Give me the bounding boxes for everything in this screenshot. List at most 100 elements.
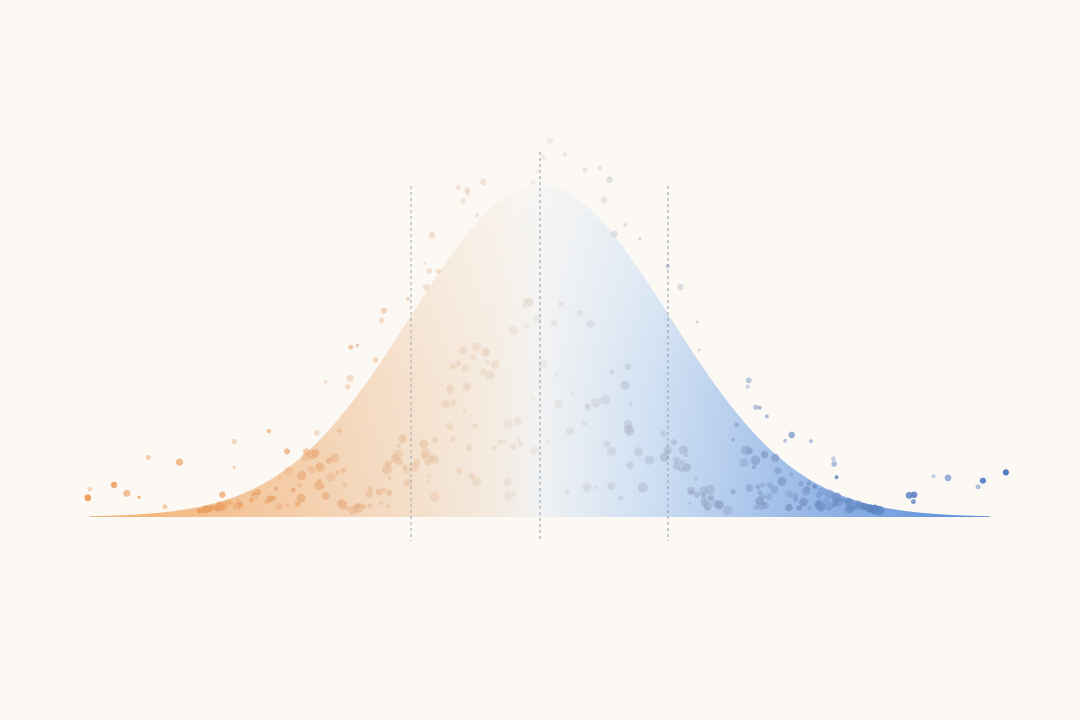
dot [462, 409, 467, 413]
dot [834, 475, 839, 480]
dot [789, 472, 794, 477]
dot [676, 283, 684, 291]
dot [756, 500, 767, 510]
dot [530, 446, 539, 455]
dot [220, 503, 228, 512]
dot [441, 399, 450, 408]
dot [734, 422, 740, 428]
dot [237, 501, 244, 508]
dot [804, 486, 811, 492]
dot [413, 458, 421, 465]
dot [301, 453, 311, 462]
dot [470, 475, 475, 481]
dot [638, 237, 642, 241]
dot [746, 447, 753, 455]
dot [344, 383, 351, 390]
dot [697, 348, 701, 352]
dot [426, 268, 432, 274]
dot [84, 494, 92, 502]
dot [708, 496, 714, 502]
dot [145, 454, 151, 461]
dot [110, 481, 118, 489]
dot [528, 126, 532, 130]
dot [484, 349, 490, 356]
dot [408, 462, 419, 473]
dot [815, 492, 822, 499]
dot [386, 504, 390, 508]
dot [693, 491, 700, 498]
dot [610, 230, 618, 238]
dot [384, 460, 393, 468]
dot [705, 506, 710, 511]
dot [757, 490, 763, 495]
dot [311, 449, 320, 458]
dot [342, 482, 348, 488]
dot [485, 370, 495, 380]
dot [337, 428, 342, 433]
dot [545, 439, 550, 444]
dot [812, 484, 818, 490]
dot [379, 317, 385, 324]
dot [430, 492, 440, 502]
dot [277, 476, 282, 480]
dot [905, 491, 913, 499]
dot [284, 448, 290, 455]
dot [793, 497, 798, 502]
dot [874, 505, 885, 516]
dot [432, 437, 439, 443]
dot [421, 451, 429, 460]
dot [745, 377, 752, 384]
dot [731, 437, 735, 442]
dot [607, 482, 616, 490]
dot [562, 151, 568, 157]
dot [540, 154, 547, 161]
dot [844, 497, 854, 507]
dot [695, 320, 699, 324]
dot [566, 427, 574, 435]
dot [590, 397, 601, 408]
dot [535, 168, 540, 173]
dot [689, 490, 693, 495]
dot [703, 501, 712, 511]
dot [252, 492, 257, 496]
dot [330, 453, 340, 463]
dot [623, 223, 627, 227]
dot [296, 493, 306, 503]
dot [644, 455, 655, 465]
dot [449, 363, 457, 370]
dot [398, 434, 407, 444]
dot [381, 307, 387, 314]
dot [865, 505, 871, 511]
dot [910, 499, 916, 505]
dot [752, 465, 756, 470]
dot [367, 503, 372, 508]
dot [700, 496, 708, 504]
dot [531, 396, 536, 401]
dot [682, 463, 692, 472]
dot [688, 501, 692, 505]
dot [421, 448, 432, 459]
dot [314, 430, 320, 436]
dot [637, 482, 648, 493]
dot [764, 414, 769, 419]
dot [344, 506, 349, 511]
dot [730, 489, 736, 495]
dot [785, 490, 793, 498]
dot [266, 429, 271, 434]
dot [285, 504, 290, 508]
dot [745, 384, 750, 389]
dot [137, 495, 141, 499]
dot [694, 477, 698, 481]
dot [582, 483, 592, 492]
dot [533, 314, 542, 323]
dot [406, 297, 410, 301]
dot [471, 476, 482, 487]
dot [335, 470, 340, 475]
dot [671, 439, 677, 446]
dot [428, 455, 434, 461]
dot [450, 436, 456, 442]
dot [769, 485, 779, 495]
dot [475, 213, 479, 218]
dot [755, 484, 761, 490]
dot [201, 505, 209, 514]
